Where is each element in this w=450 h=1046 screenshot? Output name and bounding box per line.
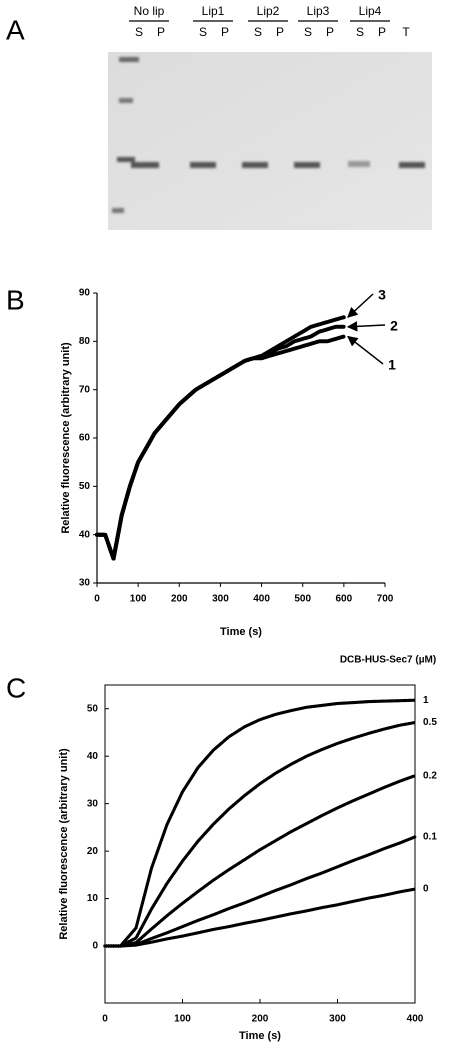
- data-series-core: [105, 888, 416, 947]
- panel-label: A: [6, 14, 25, 45]
- lane-group-label: Lip1: [202, 4, 225, 18]
- lane-fraction-label: S: [199, 25, 207, 39]
- y-tick-label: 90: [79, 288, 91, 299]
- data-series-core: [105, 775, 416, 947]
- x-axis-label: Time (s): [220, 626, 262, 638]
- lane-group-label: Lip2: [257, 4, 280, 18]
- series-arrow: [347, 335, 384, 365]
- series-label: 0: [423, 884, 429, 895]
- data-series: [95, 315, 346, 561]
- y-tick-label: 80: [79, 336, 91, 347]
- chart: B 30 40 50 60 70 80 90 0 100 200 300 400 500 600 700 Tim…: [6, 284, 398, 638]
- gel: [108, 52, 432, 230]
- series-arrow: [347, 293, 374, 318]
- data-series-core: [105, 721, 416, 947]
- lane-fraction-label: P: [221, 25, 229, 39]
- x-tick-label: 400: [253, 594, 270, 605]
- x-tick-label: 300: [212, 594, 229, 605]
- lane-fraction-label: P: [378, 25, 386, 39]
- y-tick-label: 30: [87, 798, 99, 809]
- lane-fraction-label: S: [254, 25, 262, 39]
- y-tick-label: 30: [79, 578, 91, 589]
- lane-fraction-label: P: [157, 25, 165, 39]
- legend-title: DCB-HUS-Sec7 (µM): [340, 655, 436, 666]
- lane-group-label: Lip3: [307, 4, 330, 18]
- data-series-core: [97, 325, 344, 560]
- series-label: 2: [390, 318, 398, 334]
- series-label: 1: [388, 357, 396, 373]
- y-tick-label: 70: [79, 384, 91, 395]
- series-label: 0.5: [423, 717, 437, 728]
- y-tick-label: 50: [79, 481, 91, 492]
- x-tick-label: 200: [252, 1014, 269, 1025]
- lane-fraction-label: P: [326, 25, 334, 39]
- lane-fraction-label: S: [304, 25, 312, 39]
- data-series-core: [105, 836, 416, 947]
- x-tick-label: 300: [329, 1014, 346, 1025]
- data-series: [103, 720, 417, 948]
- data-series: [95, 334, 346, 561]
- y-tick-label: 10: [87, 893, 99, 904]
- lane-fraction-label: S: [356, 25, 364, 39]
- x-tick-label: 700: [377, 594, 394, 605]
- y-axis-label: Relative fluorescence (arbitrary unit): [60, 342, 72, 534]
- lane-fraction-label: S: [135, 25, 143, 39]
- x-tick-label: 200: [171, 594, 188, 605]
- lane-fraction-label: P: [276, 25, 284, 39]
- panel-label: B: [6, 284, 25, 315]
- y-tick-label: 0: [92, 941, 98, 952]
- x-axis-label: Time (s): [239, 1030, 281, 1042]
- gel-bands: [112, 57, 425, 213]
- panel-label: C: [6, 672, 26, 703]
- x-tick-label: 600: [336, 594, 353, 605]
- lane-group-label: No lip: [134, 4, 165, 18]
- x-tick-label: 500: [294, 594, 311, 605]
- x-tick-label: 0: [102, 1014, 108, 1025]
- y-tick-label: 40: [87, 751, 99, 762]
- series-label: 1: [423, 695, 429, 706]
- series-label: 0.1: [423, 832, 437, 843]
- y-tick-label: 50: [87, 703, 99, 714]
- x-tick-label: 100: [174, 1014, 191, 1025]
- y-tick-label: 40: [79, 529, 91, 540]
- y-axis-label: Relative fluorescence (arbitrary unit): [58, 748, 70, 940]
- lane-group-label: Lip4: [359, 4, 382, 18]
- series-label: 3: [378, 287, 386, 303]
- y-tick-label: 60: [79, 433, 91, 444]
- series-label: 0.2: [423, 770, 437, 781]
- data-series-core: [97, 316, 345, 560]
- y-tick-label: 20: [87, 846, 99, 857]
- lane-total-label: T: [402, 25, 410, 39]
- data-series-core: [105, 699, 416, 947]
- x-tick-label: 0: [94, 594, 100, 605]
- x-tick-label: 400: [407, 1014, 424, 1025]
- series-arrow: [346, 321, 386, 332]
- x-tick-label: 100: [130, 594, 147, 605]
- data-series: [95, 324, 346, 561]
- data-series-core: [97, 335, 345, 560]
